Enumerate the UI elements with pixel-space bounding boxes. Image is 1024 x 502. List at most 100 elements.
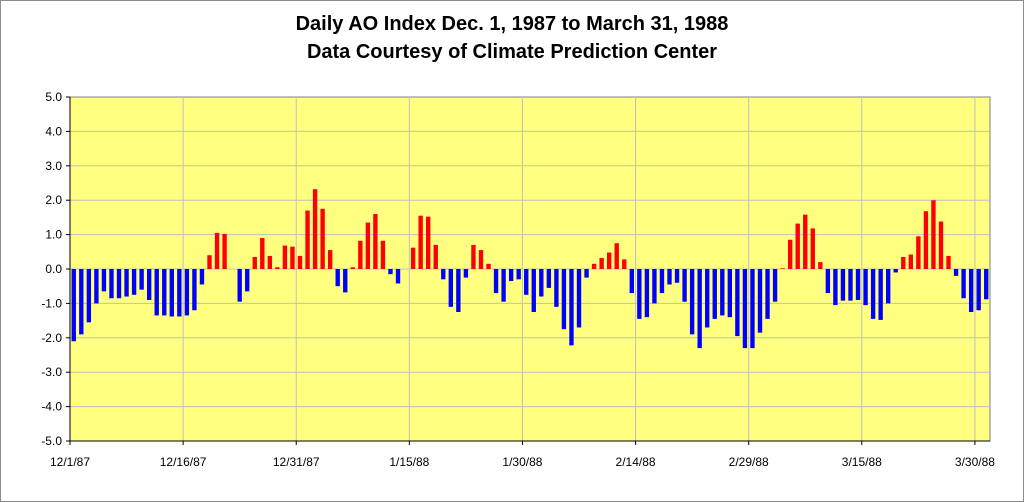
bar-day-12 [154,269,159,316]
bar-day-3 [86,269,92,323]
bar-day-28 [275,267,280,269]
bar-day-57 [493,269,499,294]
bar-day-10 [139,269,144,290]
bar-day-114 [923,211,929,269]
y-tick-label: 5.0 [45,90,62,104]
bar-day-46 [410,247,416,269]
bar-day-30 [290,246,295,269]
bar-day-47 [418,215,423,269]
x-tick-label: 12/16/87 [160,455,207,469]
y-tick-label: 4.0 [45,124,62,138]
bar-day-53 [463,269,469,278]
bar-day-24 [245,269,250,292]
bar-day-7 [116,269,122,299]
bar-day-70 [591,263,597,269]
bar-day-100 [818,262,823,269]
bar-day-74 [622,259,627,269]
bar-day-54 [471,244,476,269]
y-tick-label: 2.0 [45,193,62,207]
tick-labels: 5.0 4.0 3.0 2.0 1.0 0.0 -1.0 -2.0 -3.0 -4.0 -5.0 12… [41,90,995,469]
bar-day-121 [976,269,981,311]
bar-day-89 [735,269,740,337]
bar-day-41 [373,213,378,269]
bar-day-29 [282,245,288,269]
bar-day-1 [71,269,76,342]
x-tick-label: 12/1/87 [50,455,90,469]
bar-day-9 [131,269,137,295]
bar-day-50 [441,269,446,280]
bar-day-87 [720,269,725,316]
bar-day-103 [840,269,846,301]
bar-day-61 [524,269,529,295]
bar-day-58 [501,269,506,302]
bar-day-69 [584,269,589,278]
bar-day-117 [946,255,951,269]
bar-day-106 [863,269,868,306]
bar-day-96 [787,239,793,269]
bar-day-25 [252,256,257,269]
bar-day-76 [637,269,642,319]
bar-day-122 [984,269,989,300]
bar-day-112 [908,254,913,269]
x-tick-label: 1/15/88 [389,455,429,469]
bar-day-111 [901,256,906,269]
bar-day-5 [101,269,107,292]
bar-day-119 [961,269,966,299]
bar-day-16 [184,269,190,316]
x-tick-label: 2/14/88 [616,455,656,469]
bar-day-62 [531,269,536,312]
y-tick-label: -1.0 [41,296,62,310]
bar-series [71,189,989,349]
bar-day-116 [938,221,944,269]
bar-day-19 [207,255,212,269]
bar-day-56 [486,263,491,269]
bar-day-113 [916,236,921,269]
bar-day-109 [886,269,891,304]
bar-day-83 [689,269,695,335]
bar-day-101 [825,269,831,294]
bar-day-40 [365,222,371,269]
bar-day-104 [848,269,853,301]
x-tick-label: 1/30/88 [502,455,542,469]
bar-day-55 [478,250,484,269]
bar-day-75 [629,269,634,294]
bar-day-94 [772,269,778,302]
bar-day-91 [750,269,755,349]
bar-day-26 [260,238,265,269]
bar-day-64 [546,269,552,288]
x-tick-label: 12/31/87 [273,455,320,469]
chart-subtitle: Data Courtesy of Climate Prediction Cent… [306,41,718,63]
y-tick-label: 1.0 [45,228,62,242]
gridlines [70,97,990,441]
bar-day-4 [94,269,99,304]
bar-day-63 [539,269,544,297]
bar-day-97 [795,223,800,269]
bar-day-85 [705,269,710,328]
y-tick-label: 3.0 [45,159,62,173]
bar-day-44 [395,269,401,284]
bar-day-43 [388,269,393,275]
bar-day-68 [576,269,582,328]
bar-day-105 [855,269,861,300]
bar-day-49 [433,244,438,269]
bar-day-59 [508,269,514,282]
bar-day-2 [79,269,84,335]
x-tick-label: 2/29/88 [729,455,769,469]
bar-day-82 [682,269,687,302]
bar-day-36 [335,269,340,287]
bar-day-31 [297,255,303,269]
bar-day-78 [652,269,657,304]
axes [66,96,990,445]
bar-day-95 [780,268,785,269]
chart-title-block: Daily AO Index Dec. 1, 1987 to March 31,… [0,10,1024,66]
bar-day-108 [878,269,883,320]
bar-day-110 [893,269,898,273]
x-tick-label: 3/15/88 [842,455,882,469]
bar-day-14 [169,269,174,317]
bar-day-98 [803,214,808,269]
bar-day-80 [667,269,672,285]
bar-day-65 [554,269,559,307]
bar-day-6 [109,269,114,299]
bar-day-71 [599,257,604,269]
